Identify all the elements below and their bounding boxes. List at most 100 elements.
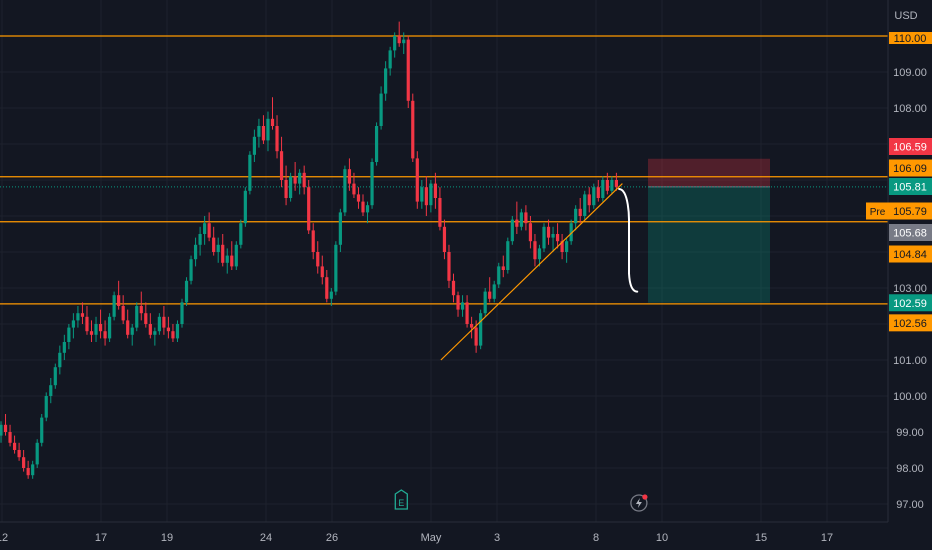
candle bbox=[71, 313, 75, 339]
candle bbox=[334, 241, 338, 296]
candle-body bbox=[139, 306, 143, 314]
candle bbox=[243, 187, 247, 227]
candle-body bbox=[207, 223, 211, 238]
price-axis-background bbox=[888, 0, 932, 550]
candle-body bbox=[17, 450, 21, 458]
candle-body bbox=[415, 158, 419, 202]
candle-body bbox=[162, 316, 166, 328]
time-tick-label: May bbox=[421, 532, 442, 544]
candle bbox=[94, 316, 98, 342]
candle bbox=[379, 86, 383, 130]
earnings-event-marker[interactable]: E bbox=[394, 489, 408, 510]
candle bbox=[171, 324, 175, 342]
candle bbox=[121, 295, 125, 324]
candle-body bbox=[12, 442, 17, 450]
candle-body bbox=[270, 118, 275, 126]
candle-body bbox=[583, 194, 587, 216]
candle bbox=[565, 237, 569, 263]
candle bbox=[98, 309, 103, 339]
candle-body bbox=[470, 324, 474, 328]
trendline[interactable] bbox=[440, 183, 623, 361]
candle bbox=[456, 291, 460, 317]
candle-body bbox=[433, 183, 437, 198]
candle bbox=[411, 93, 415, 162]
candle-body bbox=[266, 118, 270, 141]
candle bbox=[528, 216, 533, 249]
candle-body bbox=[126, 320, 130, 335]
candle-body bbox=[442, 226, 447, 252]
candle bbox=[189, 255, 193, 285]
candle-body bbox=[393, 36, 397, 51]
candle-body bbox=[447, 252, 451, 281]
candle bbox=[451, 273, 456, 303]
candle bbox=[551, 226, 555, 252]
candle bbox=[26, 460, 30, 479]
candle bbox=[533, 234, 537, 267]
candle-body bbox=[519, 212, 523, 227]
candle bbox=[221, 234, 225, 267]
candle-body bbox=[85, 316, 89, 332]
candle bbox=[537, 244, 542, 267]
candle-body bbox=[374, 126, 379, 162]
candle-body bbox=[379, 93, 383, 126]
candle-body bbox=[574, 208, 578, 224]
candle bbox=[311, 223, 315, 260]
price-badge: 102.59 bbox=[889, 294, 932, 312]
candle-body bbox=[144, 313, 148, 324]
candle bbox=[279, 136, 284, 188]
candle-body bbox=[189, 259, 193, 281]
candle bbox=[578, 198, 582, 224]
candle bbox=[275, 115, 279, 159]
drawings[interactable] bbox=[440, 183, 639, 361]
candle bbox=[22, 450, 26, 472]
time-tick-label: 10 bbox=[656, 532, 668, 544]
time-axis[interactable]: 12 17 19 24 26 May 3 8 10 15 17 bbox=[0, 532, 833, 544]
news-event-marker[interactable] bbox=[630, 494, 648, 512]
candle bbox=[153, 327, 157, 346]
candle-body bbox=[261, 126, 266, 141]
candle-body bbox=[533, 241, 537, 260]
candle bbox=[252, 129, 256, 162]
candle bbox=[289, 172, 293, 202]
candle bbox=[587, 187, 591, 213]
price-badge-background bbox=[889, 224, 932, 241]
time-tick-label: 24 bbox=[260, 532, 272, 544]
candle bbox=[365, 201, 370, 224]
lightning-bolt bbox=[635, 498, 642, 508]
candle-body bbox=[542, 226, 546, 249]
stop-loss-zone[interactable] bbox=[648, 158, 770, 187]
candle bbox=[58, 345, 62, 375]
price-badge: 106.09 bbox=[889, 159, 932, 177]
candle-body bbox=[388, 50, 392, 69]
candle-body bbox=[0, 424, 3, 436]
candle-body bbox=[89, 331, 94, 335]
time-tick-label: 8 bbox=[593, 532, 599, 544]
candle bbox=[470, 316, 474, 339]
price-tick-label: 99.00 bbox=[896, 427, 924, 439]
price-axis[interactable]: USD 110.00 109.00 108.00 103.00 101.00 100.00 9… bbox=[889, 10, 932, 511]
price-badge-value: 105.81 bbox=[893, 182, 927, 194]
candle-body bbox=[492, 284, 496, 299]
candle-body bbox=[53, 367, 57, 386]
candle-body bbox=[153, 331, 157, 335]
candle-body bbox=[62, 342, 66, 353]
candle bbox=[239, 219, 243, 249]
candle-body bbox=[515, 219, 519, 227]
position-tool[interactable] bbox=[648, 158, 770, 303]
candle bbox=[329, 288, 333, 306]
candle bbox=[555, 223, 560, 249]
candle bbox=[270, 97, 275, 130]
event-markers[interactable]: E bbox=[394, 489, 648, 512]
candle bbox=[610, 176, 614, 195]
horizontal-levels[interactable] bbox=[0, 35, 888, 305]
candle-body bbox=[175, 324, 180, 339]
take-profit-zone[interactable] bbox=[648, 186, 770, 303]
candle-body bbox=[117, 295, 121, 306]
candle bbox=[216, 237, 220, 263]
candle bbox=[31, 460, 35, 479]
time-tick-label: 3 bbox=[494, 532, 500, 544]
candle-body bbox=[234, 244, 238, 267]
projection-path[interactable] bbox=[618, 188, 639, 293]
candle bbox=[614, 172, 618, 191]
